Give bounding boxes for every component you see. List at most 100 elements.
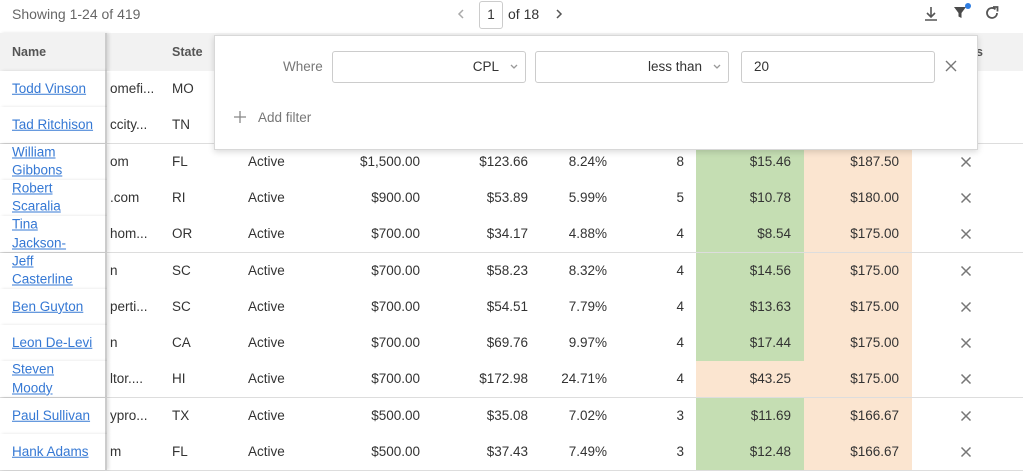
website: .com — [110, 189, 140, 205]
operator-select[interactable]: less than — [535, 51, 729, 83]
contact-link[interactable]: Hank Adams — [12, 443, 89, 459]
website: n — [110, 335, 118, 351]
amount: $180.00 — [850, 189, 899, 205]
percent: 24.71% — [561, 371, 607, 387]
delete-row[interactable] — [960, 228, 972, 240]
status: Active — [248, 189, 285, 205]
cpl: $15.46 — [749, 153, 791, 169]
state: SC — [172, 262, 191, 278]
delete-row[interactable] — [960, 446, 972, 458]
amount-cell-bg — [804, 325, 912, 362]
delete-row[interactable] — [960, 192, 972, 204]
delete-row[interactable] — [960, 410, 972, 422]
website: n — [110, 262, 118, 278]
percent: 7.02% — [568, 407, 607, 423]
field-value: CPL — [472, 59, 499, 74]
add-icon[interactable] — [234, 111, 246, 123]
amount-cell-bg — [804, 179, 912, 216]
table-row: Paul Sullivan ypro... TX Active $500.00 $35.0… — [0, 397, 1023, 435]
contact-link[interactable]: Tad Ritchison — [12, 117, 94, 133]
website: ypro... — [110, 407, 148, 423]
amount: $175.00 — [850, 226, 899, 242]
filter-icon[interactable] — [951, 2, 973, 22]
status: Active — [248, 153, 285, 169]
name-cell: Robert Scaralia — [0, 179, 107, 216]
spend: $54.51 — [486, 298, 528, 314]
delete-row[interactable] — [960, 373, 972, 385]
state: SC — [172, 298, 191, 314]
cpl: $11.69 — [750, 407, 791, 423]
header-label[interactable]: s — [976, 45, 983, 59]
cpl: $8.54 — [757, 226, 791, 242]
delete-row[interactable] — [960, 156, 972, 168]
name-cell: Jeff Casterline — [0, 252, 107, 289]
budget: $700.00 — [371, 371, 420, 387]
status: Active — [248, 444, 285, 459]
contact-link[interactable]: Todd Vinson — [12, 80, 87, 96]
remove-filter[interactable] — [945, 60, 957, 72]
cpl-cell-bg — [696, 288, 804, 325]
contact-link[interactable]: William Gibbons — [12, 144, 63, 178]
header-label[interactable]: State — [172, 45, 203, 59]
contact-link[interactable]: Tina Jackson- — [12, 216, 67, 251]
delete-row[interactable] — [960, 265, 972, 277]
spend: $69.76 — [486, 335, 528, 351]
cpl: $12.48 — [749, 444, 791, 459]
amount-cell-bg — [804, 252, 912, 289]
website: hom... — [110, 226, 148, 242]
spend: $172.98 — [479, 371, 528, 387]
budget: $500.00 — [371, 444, 420, 459]
filter-popup: Where CPL less than 20 Add filter — [214, 35, 978, 150]
amount: $187.50 — [850, 153, 899, 169]
contact-link[interactable]: Paul Sullivan — [12, 407, 91, 423]
state: FL — [172, 444, 188, 459]
prev-page[interactable] — [456, 7, 466, 21]
budget: $700.00 — [371, 298, 420, 314]
status: Active — [248, 407, 285, 423]
budget: $1,500.00 — [359, 153, 420, 169]
contact-link[interactable]: Robert Scaralia — [12, 180, 61, 214]
delete-row[interactable] — [960, 301, 972, 313]
website: omefi... — [110, 81, 155, 96]
contact-link[interactable]: Leon De-Levi — [12, 334, 93, 350]
contact-link[interactable]: Ben Guyton — [12, 298, 84, 314]
download-icon[interactable] — [922, 5, 940, 23]
name-header-cell: Name — [0, 33, 107, 71]
status: Active — [248, 298, 285, 314]
contact-link[interactable]: Jeff Casterline — [12, 253, 73, 287]
header-label[interactable]: Name — [12, 45, 47, 59]
amount: $175.00 — [850, 262, 899, 278]
add-filter[interactable]: Add filter — [258, 110, 312, 125]
refresh-icon[interactable] — [983, 4, 1001, 22]
amount-cell-bg — [804, 216, 912, 253]
value-input[interactable]: 20 — [741, 51, 935, 83]
budget: $900.00 — [371, 189, 420, 205]
page-input[interactable]: 1 — [479, 1, 503, 29]
delete-row[interactable] — [960, 337, 972, 349]
cpl: $14.56 — [749, 262, 791, 278]
status: Active — [248, 226, 285, 242]
percent: 8.24% — [568, 153, 607, 169]
amount-cell-bg — [804, 361, 912, 398]
spend: $37.43 — [486, 444, 528, 459]
status: Active — [248, 262, 285, 278]
next-page[interactable] — [554, 7, 564, 21]
count: 4 — [676, 335, 684, 351]
contact-link[interactable]: Steven Moody — [12, 361, 55, 396]
name-cell: William Gibbons — [0, 143, 107, 180]
table-row: Jeff Casterline n SC Active $700.00 $58.23 8.3… — [0, 252, 1023, 290]
name-cell: Todd Vinson — [0, 71, 107, 107]
status: Active — [248, 371, 285, 387]
state: FL — [172, 153, 188, 169]
cpl: $10.78 — [749, 189, 791, 205]
status: Active — [248, 335, 285, 351]
state: TN — [172, 117, 190, 133]
table-row: Robert Scaralia .com RI Active $900.00 $53.89… — [0, 179, 1023, 217]
spend: $53.89 — [486, 189, 528, 205]
count: 3 — [676, 444, 684, 459]
state: OR — [172, 226, 193, 242]
field-select[interactable]: CPL — [332, 51, 526, 83]
website: ltor.... — [110, 371, 144, 387]
budget: $700.00 — [371, 335, 420, 351]
